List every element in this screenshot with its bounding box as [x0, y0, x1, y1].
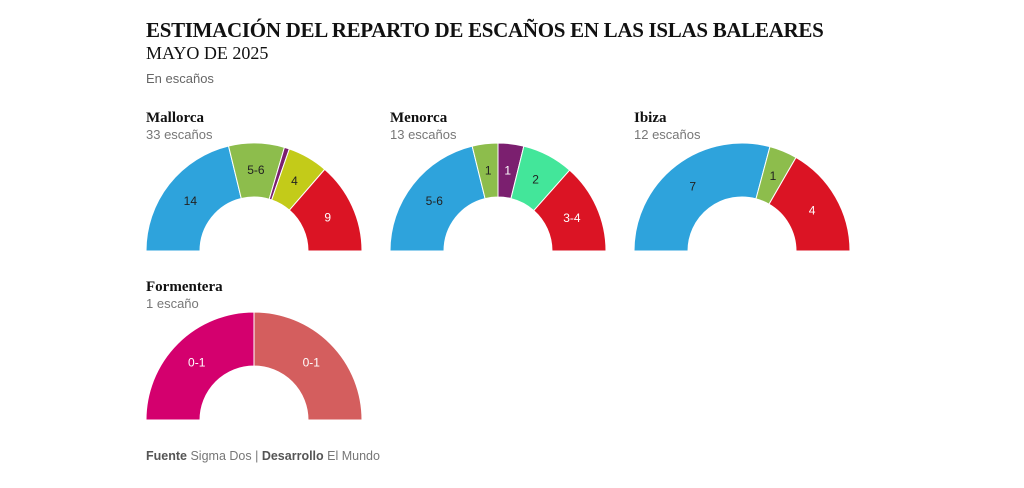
footer-separator: | [255, 449, 259, 463]
units-note: En escaños [146, 71, 214, 86]
seat-slice-3 [768, 156, 851, 252]
panel-mallorca: Mallorca 33 escaños 14 5-6 4 9 [145, 110, 366, 260]
dev-value: El Mundo [327, 449, 380, 463]
slice-label-3: 1 [504, 164, 511, 178]
slice-label-2: 1 [485, 164, 492, 178]
chart-title: ESTIMACIÓN DEL REPARTO DE ESCAÑOS EN LAS… [146, 18, 824, 42]
seat-slice-1 [633, 142, 771, 252]
semicircle-chart-ibiza: 7 1 4 [633, 142, 851, 252]
slice-label-3: 4 [809, 204, 816, 218]
panel-formentera: Formentera 1 escaño 0-1 0-1 [145, 279, 366, 429]
source-footer: Fuente Sigma Dos | Desarrollo El Mundo [146, 449, 380, 463]
slice-label-4: 4 [291, 174, 298, 188]
source-value: Sigma Dos [190, 449, 252, 463]
seat-slice-2 [253, 311, 363, 421]
island-seats: 1 escaño [146, 296, 199, 311]
slice-label-5: 3-4 [563, 211, 581, 225]
island-seats: 12 escaños [634, 127, 701, 142]
island-name: Ibiza [634, 110, 667, 126]
island-name: Menorca [390, 110, 448, 126]
seat-slice-5 [288, 168, 363, 252]
semicircle-chart-menorca: 5-6 1 1 2 3-4 [389, 142, 607, 252]
seat-slice-1 [145, 311, 255, 421]
island-name: Mallorca [146, 110, 205, 126]
semicircle-chart-formentera: 0-1 0-1 [145, 311, 363, 421]
slice-label-1: 14 [184, 194, 198, 208]
slice-label-1: 5-6 [426, 194, 444, 208]
chart-subtitle: MAYO DE 2025 [146, 43, 269, 63]
island-seats: 13 escaños [390, 127, 457, 142]
slice-label-1: 0-1 [188, 356, 206, 370]
panel-menorca: Menorca 13 escaños 5-6 1 1 2 3-4 [389, 110, 610, 260]
seat-slice-5 [533, 169, 607, 252]
slice-label-2: 0-1 [303, 356, 321, 370]
panel-ibiza: Ibiza 12 escaños 7 1 4 [633, 110, 854, 260]
seat-slice-1 [389, 145, 486, 252]
island-name: Formentera [146, 279, 223, 295]
island-seats: 33 escaños [146, 127, 213, 142]
seat-slice-1 [145, 145, 242, 252]
slice-label-4: 2 [532, 172, 539, 186]
source-label: Fuente [146, 449, 187, 463]
slice-label-2: 5-6 [247, 163, 265, 177]
slice-label-5: 9 [324, 210, 331, 224]
semicircle-chart-mallorca: 14 5-6 4 9 [145, 142, 363, 252]
slice-label-2: 1 [770, 169, 777, 183]
slice-label-1: 7 [689, 180, 696, 194]
dev-label: Desarrollo [261, 449, 324, 463]
